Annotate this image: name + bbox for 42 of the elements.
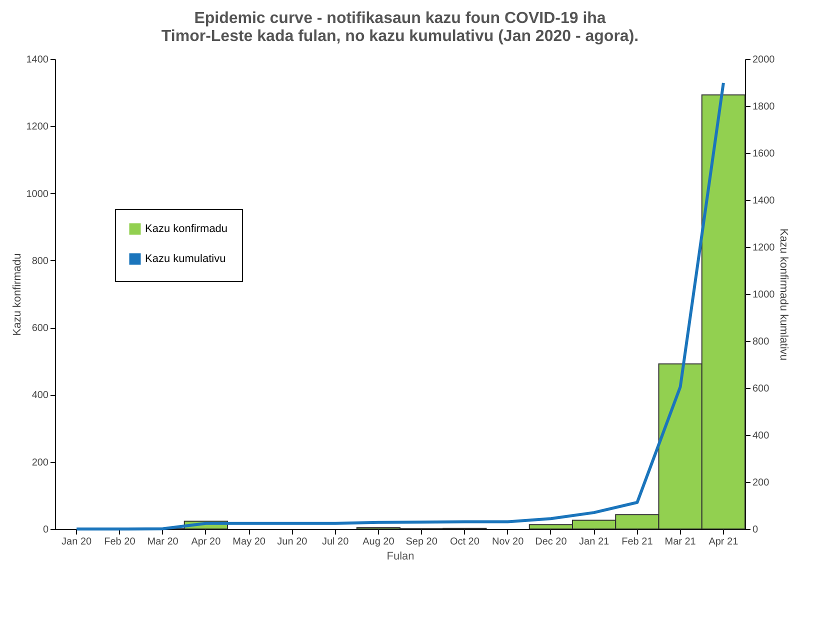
y-tick-label: 200 — [32, 457, 49, 468]
x-tick-label: Sep 20 — [406, 536, 438, 548]
x-tick-label: Apr 21 — [708, 536, 739, 548]
x-tick-label: Oct 20 — [450, 536, 480, 548]
y2-tick-label: 1600 — [752, 148, 776, 160]
y-tick-label: 1200 — [26, 122, 49, 133]
x-axis-title: Fulan — [386, 550, 414, 562]
y2-tick-label: 400 — [752, 430, 770, 442]
x-tick-label: Mar 20 — [147, 536, 179, 548]
y2-tick-label: 0 — [752, 524, 758, 536]
y-tick-label: 600 — [32, 323, 49, 334]
legend-label: Kazu konfirmadu — [145, 223, 228, 235]
x-tick-label: Dec 20 — [535, 536, 568, 548]
x-tick-label: Apr 20 — [191, 536, 222, 548]
x-tick-label: May 20 — [232, 536, 266, 548]
y-tick-label: 800 — [32, 256, 49, 267]
y2-tick-label: 1000 — [752, 290, 776, 300]
y2-tick-label: 1400 — [752, 196, 776, 206]
y2-tick-label: 800 — [752, 336, 770, 348]
y2-tick-label: 200 — [752, 478, 770, 488]
x-tick-label: Nov 20 — [492, 536, 524, 548]
y-tick-label: 0 — [42, 524, 49, 536]
x-tick-label: Jan 20 — [62, 536, 92, 548]
x-tick-label: Feb 21 — [622, 536, 654, 548]
y2-tick-label: 2000 — [752, 54, 776, 66]
x-tick-label: Feb 20 — [104, 536, 136, 548]
y2-tick-label: 600 — [752, 384, 770, 394]
y-axis-title: Kazu konfirmadu — [11, 253, 24, 336]
y-tick-label: 400 — [32, 390, 49, 402]
line-series — [75, 81, 725, 530]
x-tick-label: Jun 20 — [277, 536, 308, 548]
y2-axis-title: Kazu konfirmadu kumlativu — [778, 228, 790, 361]
legend-label: Kazu kumulativu — [145, 253, 226, 265]
x-tick-label: Mar 21 — [664, 536, 696, 548]
x-tick-label: Aug 20 — [362, 536, 395, 548]
x-tick-label: Jul 20 — [322, 536, 350, 548]
y-tick-label: 1000 — [26, 188, 49, 200]
y2-tick-label: 1800 — [752, 102, 776, 112]
y2-tick-label: 1200 — [752, 242, 776, 254]
x-tick-label: Jan 21 — [579, 536, 610, 548]
y-tick-label: 1400 — [26, 54, 49, 66]
chart-title: Epidemic curve - notifikasaun kazu foun COVID-19 iha Timor-Leste kada fulan, no kazu kumulativu (Jan 2020 - agora). — [161, 10, 639, 45]
